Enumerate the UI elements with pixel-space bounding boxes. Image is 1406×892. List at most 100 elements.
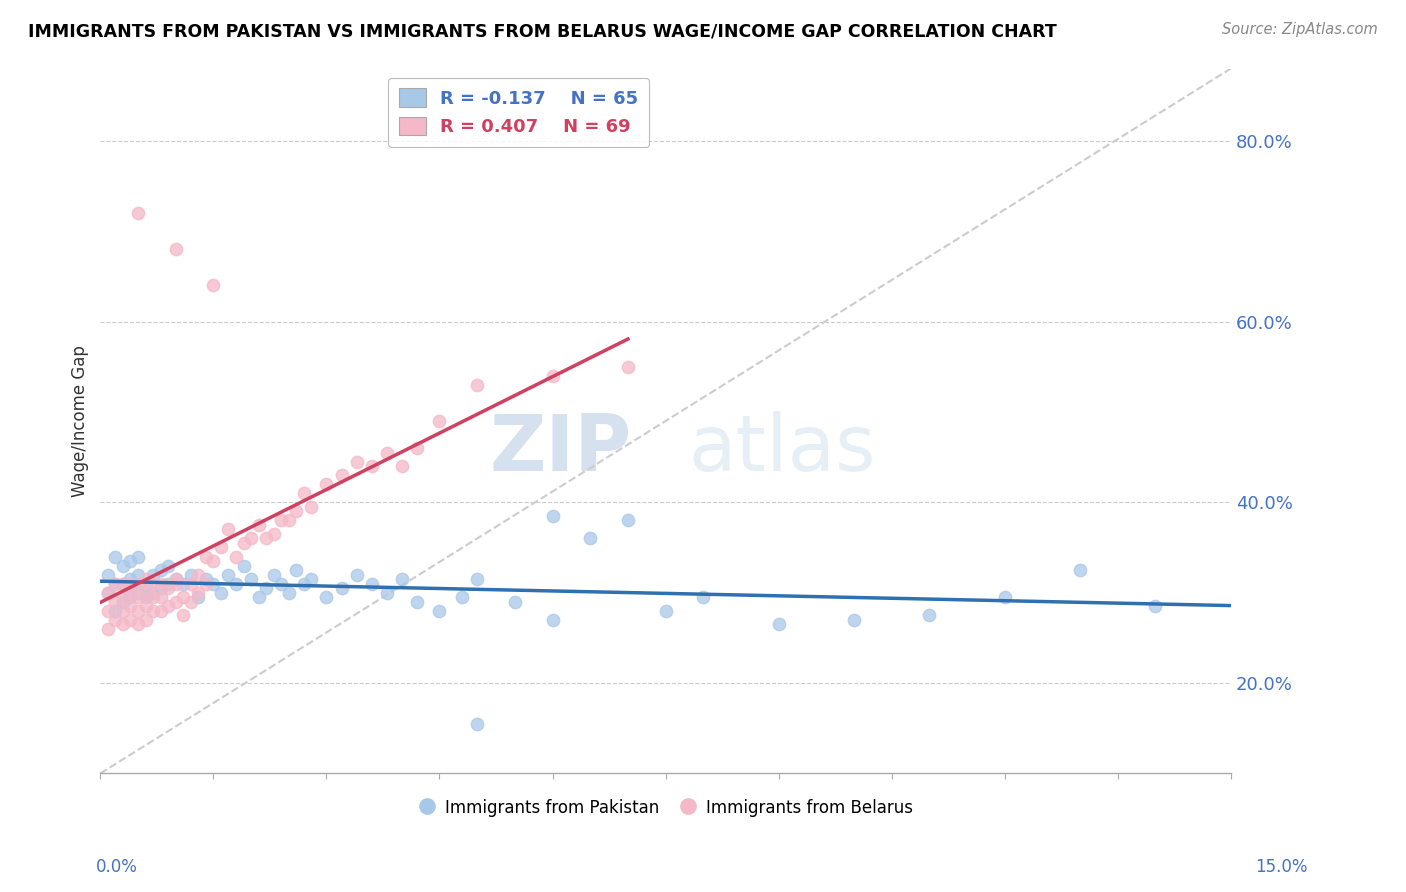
Point — [918, 608, 941, 623]
Point — [994, 591, 1017, 605]
Point — [232, 558, 254, 573]
Point — [111, 617, 134, 632]
Point — [165, 572, 187, 586]
Point — [247, 591, 270, 605]
Point — [842, 613, 865, 627]
Point — [263, 567, 285, 582]
Text: Source: ZipAtlas.com: Source: ZipAtlas.com — [1222, 22, 1378, 37]
Point — [142, 576, 165, 591]
Point — [104, 549, 127, 564]
Point — [142, 591, 165, 605]
Point — [254, 532, 277, 546]
Point — [180, 576, 202, 591]
Point — [406, 595, 429, 609]
Point — [120, 585, 142, 599]
Point — [270, 576, 292, 591]
Point — [135, 591, 157, 605]
Point — [135, 599, 157, 614]
Point — [127, 567, 149, 582]
Point — [277, 513, 299, 527]
Point — [111, 604, 134, 618]
Point — [97, 604, 120, 618]
Point — [692, 591, 714, 605]
Point — [465, 716, 488, 731]
Point — [541, 368, 564, 383]
Point — [142, 585, 165, 599]
Point — [142, 604, 165, 618]
Point — [187, 591, 209, 605]
Point — [187, 567, 209, 582]
Text: ZIP: ZIP — [489, 411, 631, 487]
Point — [127, 206, 149, 220]
Text: IMMIGRANTS FROM PAKISTAN VS IMMIGRANTS FROM BELARUS WAGE/INCOME GAP CORRELATION : IMMIGRANTS FROM PAKISTAN VS IMMIGRANTS F… — [28, 22, 1057, 40]
Point — [391, 459, 413, 474]
Point — [541, 613, 564, 627]
Point — [97, 622, 120, 636]
Point — [127, 617, 149, 632]
Point — [165, 572, 187, 586]
Point — [187, 585, 209, 599]
Point — [232, 536, 254, 550]
Point — [360, 576, 382, 591]
Point — [285, 504, 308, 518]
Point — [254, 581, 277, 595]
Point — [135, 572, 157, 586]
Point — [165, 576, 187, 591]
Point — [111, 591, 134, 605]
Point — [172, 608, 194, 623]
Point — [209, 585, 232, 599]
Point — [104, 595, 127, 609]
Point — [120, 599, 142, 614]
Point — [1144, 599, 1167, 614]
Point — [157, 599, 180, 614]
Point — [104, 576, 127, 591]
Point — [240, 572, 263, 586]
Point — [142, 567, 165, 582]
Point — [149, 604, 172, 618]
Point — [209, 541, 232, 555]
Point — [104, 576, 127, 591]
Point — [429, 414, 451, 428]
Point — [165, 242, 187, 256]
Point — [391, 572, 413, 586]
Point — [127, 576, 149, 591]
Point — [1069, 563, 1091, 577]
Point — [157, 581, 180, 595]
Point — [247, 517, 270, 532]
Point — [97, 585, 120, 599]
Point — [97, 567, 120, 582]
Point — [202, 278, 225, 293]
Point — [149, 581, 172, 595]
Point — [127, 549, 149, 564]
Point — [292, 576, 315, 591]
Point — [202, 554, 225, 568]
Point — [768, 617, 790, 632]
Point — [127, 604, 149, 618]
Point — [429, 604, 451, 618]
Point — [346, 455, 368, 469]
Point — [292, 486, 315, 500]
Point — [111, 576, 134, 591]
Point — [111, 558, 134, 573]
Point — [149, 591, 172, 605]
Point — [111, 576, 134, 591]
Point — [360, 459, 382, 474]
Point — [465, 572, 488, 586]
Point — [225, 549, 247, 564]
Point — [135, 585, 157, 599]
Text: atlas: atlas — [688, 411, 876, 487]
Point — [503, 595, 526, 609]
Y-axis label: Wage/Income Gap: Wage/Income Gap — [72, 345, 89, 497]
Point — [180, 567, 202, 582]
Point — [346, 567, 368, 582]
Point — [149, 563, 172, 577]
Text: 15.0%: 15.0% — [1256, 858, 1308, 876]
Point — [104, 604, 127, 618]
Point — [172, 576, 194, 591]
Point — [617, 513, 640, 527]
Point — [120, 576, 142, 591]
Point — [202, 576, 225, 591]
Point — [315, 477, 337, 491]
Point — [120, 554, 142, 568]
Point — [217, 523, 239, 537]
